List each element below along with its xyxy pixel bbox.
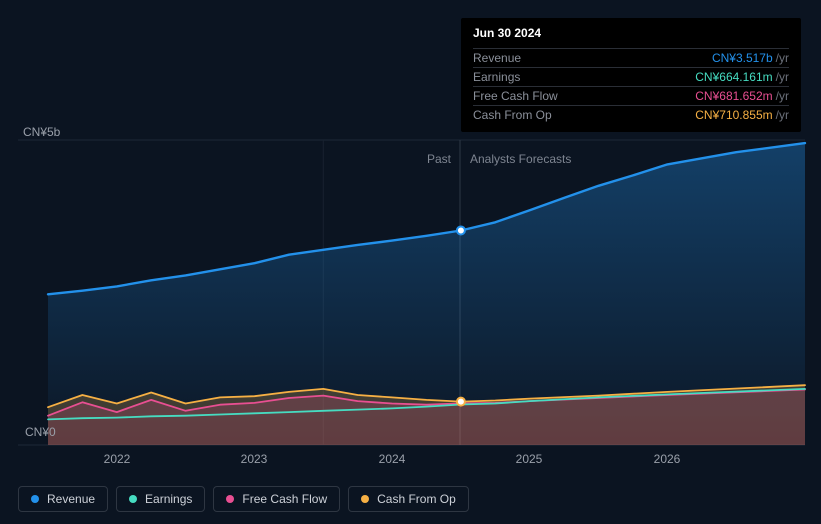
legend-swatch bbox=[361, 495, 369, 503]
x-axis-tick: 2022 bbox=[104, 452, 131, 466]
legend-swatch bbox=[226, 495, 234, 503]
legend-swatch bbox=[31, 495, 39, 503]
chart-legend: Revenue Earnings Free Cash Flow Cash From O… bbox=[18, 486, 469, 512]
x-axis-tick: 2025 bbox=[516, 452, 543, 466]
legend-item-earnings[interactable]: Earnings bbox=[116, 486, 205, 512]
tooltip-metric-value: CN¥710.855m/yr bbox=[695, 108, 789, 122]
legend-label: Free Cash Flow bbox=[242, 492, 327, 506]
tooltip-metric-value: CN¥3.517b/yr bbox=[712, 51, 789, 65]
tooltip-row: Earnings CN¥664.161m/yr bbox=[473, 67, 789, 86]
tooltip-metric-label: Revenue bbox=[473, 51, 521, 65]
tooltip-metric-value: CN¥681.652m/yr bbox=[695, 89, 789, 103]
legend-item-free_cash_flow[interactable]: Free Cash Flow bbox=[213, 486, 340, 512]
tooltip-row: Free Cash Flow CN¥681.652m/yr bbox=[473, 86, 789, 105]
tooltip-row: Revenue CN¥3.517b/yr bbox=[473, 48, 789, 67]
tooltip-metric-label: Earnings bbox=[473, 70, 520, 84]
legend-item-cash_from_op[interactable]: Cash From Op bbox=[348, 486, 469, 512]
tooltip-metric-value: CN¥664.161m/yr bbox=[695, 70, 789, 84]
legend-swatch bbox=[129, 495, 137, 503]
past-region-label: Past bbox=[427, 152, 451, 166]
y-axis-tick-0: CN¥0 bbox=[25, 425, 56, 439]
chart-tooltip: Jun 30 2024 Revenue CN¥3.517b/yr Earnings C… bbox=[461, 18, 801, 132]
tooltip-metric-label: Free Cash Flow bbox=[473, 89, 558, 103]
x-axis-tick: 2023 bbox=[241, 452, 268, 466]
x-axis-tick: 2024 bbox=[379, 452, 406, 466]
legend-label: Earnings bbox=[145, 492, 192, 506]
x-axis-tick: 2026 bbox=[654, 452, 681, 466]
legend-label: Revenue bbox=[47, 492, 95, 506]
tooltip-row: Cash From Op CN¥710.855m/yr bbox=[473, 105, 789, 124]
financial-forecast-chart: CN¥5b CN¥0 2022 2023 2024 2025 2026 Past… bbox=[0, 0, 821, 524]
y-axis-tick-5b: CN¥5b bbox=[23, 125, 60, 139]
forecast-region-label: Analysts Forecasts bbox=[470, 152, 571, 166]
tooltip-date: Jun 30 2024 bbox=[473, 26, 789, 44]
legend-label: Cash From Op bbox=[377, 492, 456, 506]
legend-item-revenue[interactable]: Revenue bbox=[18, 486, 108, 512]
tooltip-metric-label: Cash From Op bbox=[473, 108, 552, 122]
